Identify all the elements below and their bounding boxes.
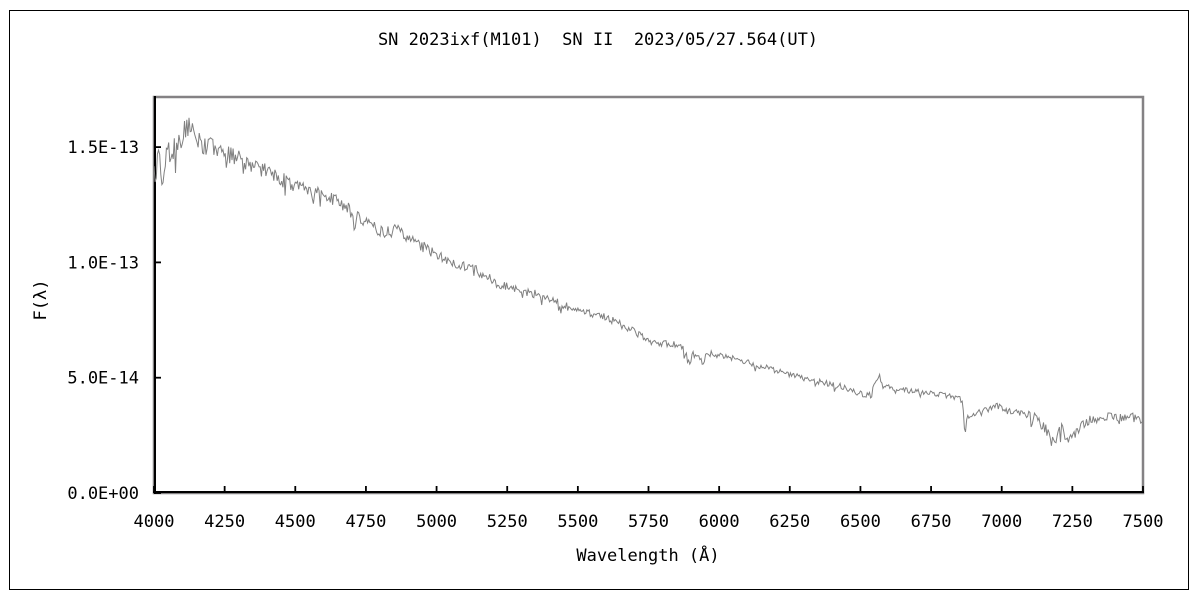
x-tick-label: 7500 — [1123, 512, 1164, 532]
x-tick-label: 6750 — [911, 512, 952, 532]
figure-border — [9, 10, 1189, 590]
y-tick-label: 1.5E-13 — [67, 138, 139, 158]
x-tick-label: 6000 — [699, 512, 740, 532]
x-tick-label: 6500 — [840, 512, 881, 532]
x-tick-label: 6250 — [769, 512, 810, 532]
plot-area — [152, 95, 1145, 495]
x-tick-label: 5750 — [628, 512, 669, 532]
y-tick-label: 1.0E-13 — [67, 253, 139, 273]
y-tick-label: 0.0E+00 — [67, 484, 139, 504]
x-tick-label: 5000 — [416, 512, 457, 532]
x-tick-label: 7250 — [1052, 512, 1093, 532]
x-tick-label: 5500 — [557, 512, 598, 532]
y-tick-label: 5.0E-14 — [67, 369, 139, 389]
x-tick-label: 4750 — [345, 512, 386, 532]
x-tick-label: 4000 — [134, 512, 175, 532]
x-axis-title: Wavelength (Å) — [576, 546, 720, 566]
chart-title: SN 2023ixf(M101) SN II 2023/05/27.564(UT… — [377, 30, 819, 50]
x-tick-label: 4250 — [204, 512, 245, 532]
x-tick-label: 4500 — [275, 512, 316, 532]
x-tick-label: 5250 — [487, 512, 528, 532]
spectrum-line — [153, 117, 1144, 446]
y-axis-title: F(λ) — [31, 279, 51, 321]
x-tick-label: 7000 — [981, 512, 1022, 532]
